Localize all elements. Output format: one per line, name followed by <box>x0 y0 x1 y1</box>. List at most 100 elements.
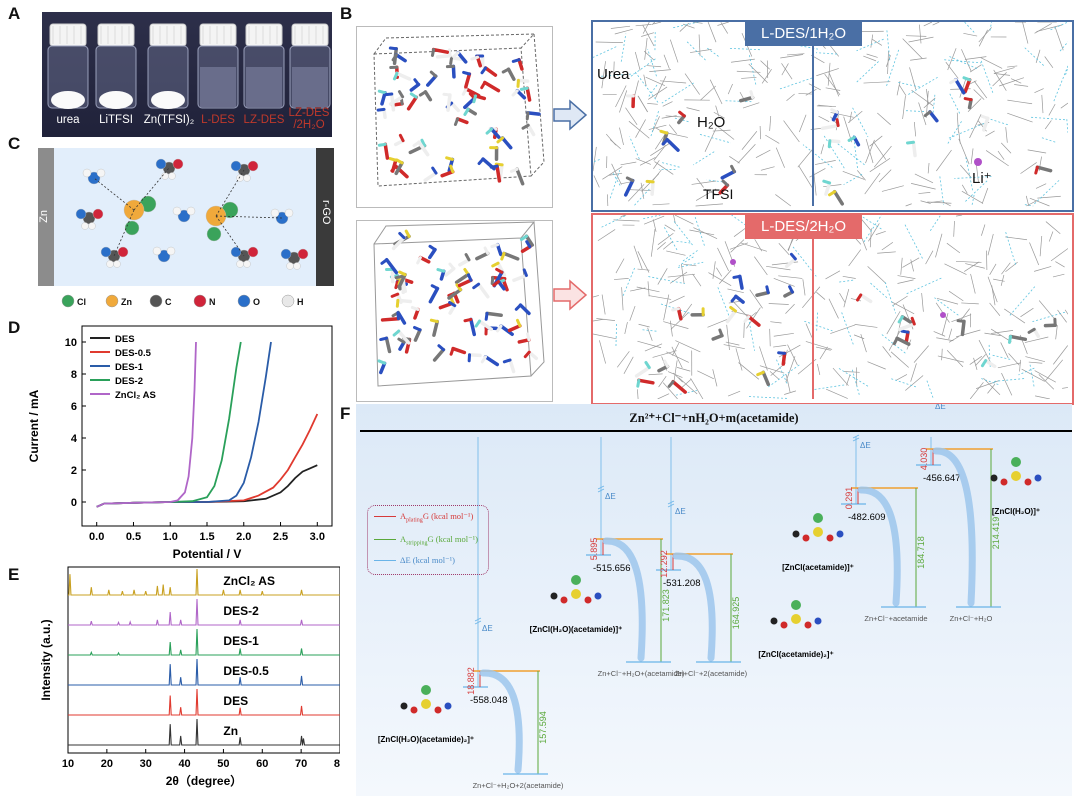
x-tick-label: 50 <box>217 758 229 770</box>
md-molecule <box>500 136 513 150</box>
md-molecule <box>928 110 939 123</box>
h-atom <box>166 246 176 256</box>
reaction-arrow <box>672 552 716 662</box>
md-molecule <box>501 67 511 74</box>
md-molecule <box>1034 165 1039 175</box>
coordination-bond <box>113 209 135 257</box>
legend-label: DES-0.5 <box>115 348 152 359</box>
md-molecule <box>494 162 504 167</box>
md-molecule <box>449 56 454 66</box>
md-molecule <box>432 347 446 362</box>
tag-l-des-1h2o: L-DES/1H₂O <box>745 22 862 46</box>
n-atom <box>247 160 259 172</box>
md-molecule <box>380 317 401 322</box>
o-atom <box>804 621 812 629</box>
md-molecule <box>522 268 528 277</box>
md-molecule <box>463 96 477 110</box>
md-molecule <box>483 246 490 255</box>
md-molecule <box>383 142 390 160</box>
md-molecule <box>423 90 433 102</box>
x-tick-label: 3.0 <box>310 531 325 543</box>
md-molecule <box>455 117 469 125</box>
md-molecule <box>897 322 917 332</box>
trace-label: DES-2 <box>223 604 259 618</box>
zn-electrode <box>38 148 54 286</box>
n-atom <box>444 702 452 710</box>
md-molecule <box>398 270 407 277</box>
energy-legend: AplatingG (kcal mol⁻¹) AstrippingG (kcal… <box>367 505 489 575</box>
md-molecule <box>897 315 904 324</box>
md-molecule <box>501 278 509 292</box>
md-molecule <box>451 64 456 79</box>
legend-c-swatch <box>149 294 163 308</box>
h-atom <box>284 208 294 218</box>
stripping-value: 164.925 <box>731 597 741 630</box>
axis-break <box>667 500 675 508</box>
h-atom <box>172 206 182 216</box>
md-molecule <box>396 298 413 304</box>
md-molecule <box>659 129 669 135</box>
label-tfsi: TFSI <box>703 186 734 202</box>
x-tick-label: 2.5 <box>273 531 288 543</box>
md-molecule <box>417 140 430 157</box>
legend-stripping: AstrippingG (kcal mol⁻¹) <box>400 534 478 547</box>
legend-h-swatch <box>281 294 295 308</box>
x-tick-label: 70 <box>295 758 307 770</box>
legend-cl-label: Cl <box>77 297 86 307</box>
n-atom <box>172 158 184 170</box>
reaction-arrow <box>932 447 976 607</box>
species-name: [ZnCl(acetamide)₂]⁺ <box>758 650 833 659</box>
series-line <box>96 464 318 508</box>
md-molecule <box>859 293 873 304</box>
zn-atom <box>791 614 801 624</box>
xrd-chart: 10 20 30 40 50 60 70 80 2θ（degree） Intensity (a.u… <box>39 566 340 788</box>
zn-atom <box>421 699 431 709</box>
md-molecule <box>835 118 840 128</box>
n-atom <box>594 592 602 600</box>
md-molecule <box>466 273 473 282</box>
vial-label-6: LZ-DES /2H₂O <box>286 107 332 131</box>
label-water: H₂O <box>697 114 726 131</box>
md-molecule <box>526 332 531 342</box>
stripping-value: 184.718 <box>916 536 926 569</box>
x-axis-label: Potential / V <box>173 547 242 561</box>
label-li: Li⁺ <box>972 170 992 187</box>
atom-legend: Cl Zn C N O H <box>61 294 304 308</box>
o-atom <box>177 209 191 223</box>
md-molecule <box>718 328 724 338</box>
panel-label-e: E <box>8 565 20 584</box>
md-molecule <box>457 278 473 288</box>
xrd-trace <box>68 568 340 596</box>
vial-label-2: LiTFSI <box>99 114 133 126</box>
legend-c-label: C <box>165 297 172 307</box>
md-molecule <box>395 71 412 81</box>
stripping-value: 171.823 <box>661 589 671 622</box>
md-molecule <box>429 70 438 78</box>
md-molecule <box>515 89 527 100</box>
reaction-arrow <box>857 486 901 607</box>
md-molecule <box>788 285 794 294</box>
md-molecule <box>396 329 411 345</box>
md-molecule <box>436 268 446 273</box>
xrd-trace <box>68 718 340 746</box>
delta-e-label: ΔE <box>605 492 616 501</box>
c-atom <box>770 617 778 625</box>
md-molecule <box>476 282 490 299</box>
zoom-structures <box>593 22 1068 399</box>
md-molecule <box>431 166 438 175</box>
md-molecule <box>980 114 990 120</box>
md-molecule <box>420 138 427 148</box>
md-molecule <box>394 53 407 63</box>
md-molecule <box>448 300 457 308</box>
md-molecule <box>472 282 481 290</box>
h-atom <box>96 168 106 178</box>
cl-atom <box>124 220 140 236</box>
md-molecule <box>388 157 398 162</box>
y-tick-label: 0 <box>71 497 77 509</box>
energy-diagram: ΔE 18.882-558.048 157.594 Zn+Cl⁻+H₂O+2(acet… <box>360 404 1072 790</box>
cl-atom <box>206 226 222 242</box>
n-atom <box>836 530 844 538</box>
panel-label-b: B <box>340 4 353 23</box>
md-molecule <box>475 251 490 261</box>
zoom-frame-top <box>591 20 1074 212</box>
